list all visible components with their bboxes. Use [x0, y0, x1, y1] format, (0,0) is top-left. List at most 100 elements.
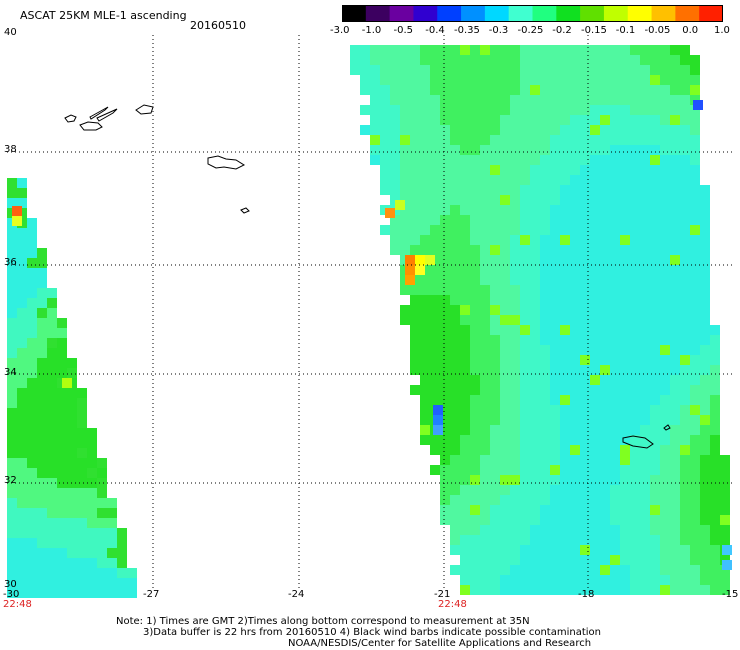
- wind-cell: [550, 85, 560, 95]
- wind-cell: [450, 395, 460, 405]
- wind-cell: [710, 525, 720, 535]
- wind-cell: [570, 135, 580, 145]
- wind-cell: [490, 495, 500, 505]
- wind-cell: [500, 565, 510, 575]
- wind-cell: [430, 335, 440, 345]
- wind-cell: [650, 545, 660, 555]
- wind-cell: [640, 225, 650, 235]
- wind-cell: [600, 145, 610, 155]
- wind-cell: [480, 555, 490, 565]
- wind-cell: [450, 265, 460, 275]
- wind-cell: [620, 575, 630, 585]
- wind-cell: [390, 235, 400, 245]
- wind-cell: [660, 505, 670, 515]
- wind-cell: [680, 425, 690, 435]
- wind-cell: [490, 115, 500, 125]
- wind-cell: [550, 525, 560, 535]
- wind-cell: [540, 535, 550, 545]
- wind-cell: [550, 245, 560, 255]
- wind-cell: [520, 395, 530, 405]
- wind-cell: [670, 295, 680, 305]
- wind-cell: [370, 55, 380, 65]
- wind-cell: [480, 225, 490, 235]
- wind-cell: [610, 175, 620, 185]
- wind-cell: [670, 425, 680, 435]
- wind-cell: [97, 588, 107, 598]
- wind-cell: [640, 375, 650, 385]
- wind-cell: [610, 65, 620, 75]
- wind-cell: [37, 298, 47, 308]
- wind-cell: [400, 285, 410, 295]
- wind-cell: [600, 295, 610, 305]
- wind-cell: [660, 355, 670, 365]
- wind-cell: [580, 335, 590, 345]
- wind-cell: [77, 508, 87, 518]
- wind-cell: [7, 238, 17, 248]
- wind-cell: [670, 435, 680, 445]
- wind-cell: [420, 205, 430, 215]
- wind-cell: [520, 375, 530, 385]
- wind-cell: [470, 405, 480, 415]
- wind-cell: [500, 125, 510, 135]
- wind-cell: [570, 235, 580, 245]
- wind-cell: [510, 495, 520, 505]
- wind-cell: [610, 265, 620, 275]
- wind-cell: [620, 435, 630, 445]
- wind-cell: [540, 105, 550, 115]
- wind-cell: [520, 65, 530, 75]
- wind-cell: [610, 115, 620, 125]
- wind-cell: [520, 365, 530, 375]
- wind-cell: [440, 385, 450, 395]
- note-line-2: 3)Data buffer is 22 hrs from 20160510 4)…: [143, 627, 601, 638]
- wind-cell: [440, 365, 450, 375]
- wind-cell: [380, 125, 390, 135]
- wind-cell: [430, 165, 440, 175]
- wind-cell: [570, 85, 580, 95]
- wind-cell: [650, 245, 660, 255]
- wind-cell: [410, 295, 420, 305]
- wind-cell: [670, 565, 680, 575]
- wind-cell: [530, 435, 540, 445]
- wind-cell: [690, 145, 700, 155]
- wind-cell: [560, 475, 570, 485]
- wind-cell: [27, 398, 37, 408]
- wind-cell: [570, 465, 580, 475]
- wind-cell: [630, 85, 640, 95]
- wind-cell: [620, 255, 630, 265]
- wind-cell: [560, 65, 570, 75]
- wind-cell: [420, 45, 430, 55]
- wind-cell: [660, 175, 670, 185]
- wind-cell: [590, 565, 600, 575]
- wind-cell: [610, 125, 620, 135]
- wind-cell: [560, 105, 570, 115]
- wind-cell: [360, 65, 370, 75]
- wind-cell: [530, 325, 540, 335]
- wind-cell: [530, 235, 540, 245]
- wind-cell: [7, 358, 17, 368]
- wind-cell: [630, 495, 640, 505]
- island-flores: [64, 114, 77, 123]
- wind-cell: [670, 95, 680, 105]
- wind-cell: [57, 568, 67, 578]
- wind-cell: [57, 548, 67, 558]
- wind-cell: [510, 475, 520, 485]
- wind-cell: [640, 475, 650, 485]
- wind-cell: [450, 445, 460, 455]
- wind-cell: [410, 165, 420, 175]
- wind-cell: [590, 405, 600, 415]
- wind-cell: [600, 585, 610, 595]
- wind-cell: [57, 468, 67, 478]
- wind-cell: [650, 395, 660, 405]
- wind-cell: [490, 225, 500, 235]
- wind-cell: [460, 145, 470, 155]
- wind-cell: [680, 375, 690, 385]
- wind-cell: [27, 578, 37, 588]
- wind-cell: [700, 485, 710, 495]
- wind-cell: [420, 125, 430, 135]
- wind-cell: [590, 545, 600, 555]
- wind-cell: [650, 435, 660, 445]
- wind-cell: [390, 155, 400, 165]
- wind-cell: [390, 215, 400, 225]
- wind-cell: [530, 385, 540, 395]
- wind-cell: [560, 215, 570, 225]
